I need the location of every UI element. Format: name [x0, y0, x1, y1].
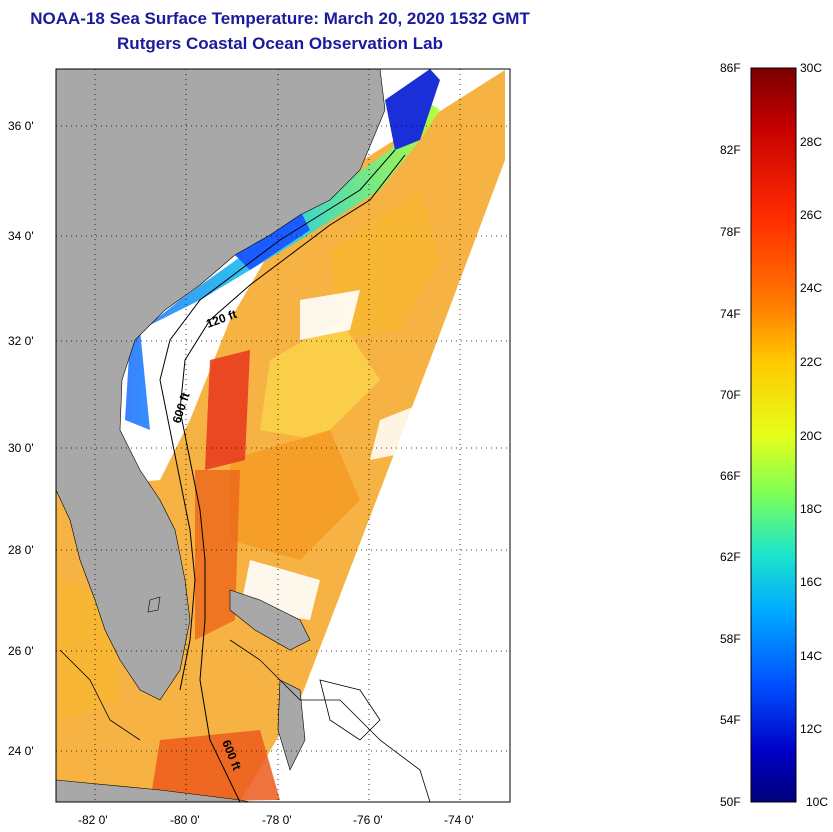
colorbar-c-label: 24C	[800, 281, 822, 295]
map-subtitle: Rutgers Coastal Ocean Observation Lab	[117, 34, 443, 53]
longitude-labels: -82 0' -80 0' -78 0' -76 0' -74 0'	[78, 813, 474, 827]
colorbar-c-label: 28C	[800, 135, 822, 149]
swath-edge-no-data	[300, 160, 510, 802]
map-plot-area	[56, 69, 510, 802]
colorbar-f-label: 58F	[720, 632, 741, 646]
cool-shelf-water	[125, 100, 440, 430]
colorbar-f-label: 78F	[720, 225, 741, 239]
colorbar-f-label: 74F	[720, 307, 741, 321]
colorbar-c-label: 16C	[800, 575, 822, 589]
colorbar-f-label: 86F	[720, 61, 741, 75]
colorbar-f-label: 82F	[720, 143, 741, 157]
colorbar-celsius-labels: 30C 28C 26C 24C 22C 20C 18C 16C 14C 12C …	[800, 61, 828, 809]
lat-label: 24 0'	[8, 744, 34, 758]
lat-label: 26 0'	[8, 644, 34, 658]
colorbar-f-label: 62F	[720, 550, 741, 564]
colorbar-c-label: 14C	[800, 649, 822, 663]
colorbar-c-label: 22C	[800, 355, 822, 369]
lat-label: 34 0'	[8, 229, 34, 243]
map-frame	[55, 68, 511, 803]
colorbar-fahrenheit-labels: 86F 82F 78F 74F 70F 66F 62F 58F 54F 50F	[720, 61, 741, 809]
colorbar-c-label: 30C	[800, 61, 822, 75]
colorbar	[750, 67, 797, 803]
graticule	[56, 69, 510, 802]
cold-water-north	[385, 69, 440, 150]
colorbar-f-label: 50F	[720, 795, 741, 809]
lon-label: -76 0'	[353, 813, 383, 827]
colorbar-f-label: 70F	[720, 388, 741, 402]
map-title: NOAA-18 Sea Surface Temperature: March 2…	[30, 9, 530, 28]
lat-label: 28 0'	[8, 543, 34, 557]
colorbar-f-label: 66F	[720, 469, 741, 483]
gulf-stream-core	[205, 350, 250, 470]
lon-label: -82 0'	[78, 813, 108, 827]
lon-label: -80 0'	[170, 813, 200, 827]
land-mainland	[56, 69, 386, 701]
lon-label: -74 0'	[444, 813, 474, 827]
colorbar-c-label: 26C	[800, 208, 822, 222]
lat-label: 30 0'	[8, 441, 34, 455]
contour-120ft	[159, 149, 396, 691]
colorbar-c-label: 10C	[806, 795, 828, 809]
land-bahamas	[229, 589, 311, 651]
lat-label: 32 0'	[8, 334, 34, 348]
colorbar-c-label: 20C	[800, 429, 822, 443]
contour-600ft	[179, 154, 406, 802]
land-cuba	[56, 779, 251, 802]
lat-label: 36 0'	[8, 119, 34, 133]
colorbar-c-label: 12C	[800, 722, 822, 736]
lon-label: -78 0'	[262, 813, 292, 827]
latitude-labels: 36 0' 34 0' 32 0' 30 0' 28 0' 26 0' 24 0…	[8, 119, 34, 758]
colorbar-c-label: 18C	[800, 502, 822, 516]
colorbar-f-label: 54F	[720, 713, 741, 727]
